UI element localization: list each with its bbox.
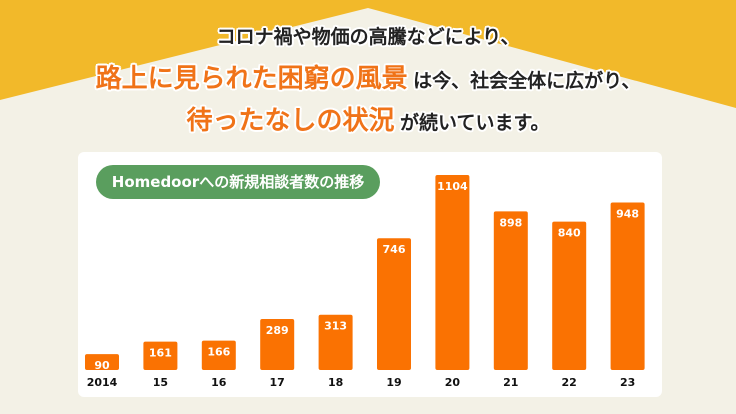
data-label: 840 <box>558 227 581 240</box>
data-label: 166 <box>207 346 230 359</box>
data-label: 161 <box>149 347 172 360</box>
x-tick-label: 23 <box>620 376 635 389</box>
x-tick-label: 20 <box>445 376 461 389</box>
headline-text-2: は今、社会全体に広がり、 <box>413 70 641 92</box>
bar-23 <box>610 202 645 370</box>
bar-22 <box>552 221 587 370</box>
headline-emphasis-2: 待ったなしの状況 <box>186 106 395 136</box>
x-tick-label: 19 <box>386 376 401 389</box>
data-label: 313 <box>324 320 347 333</box>
headline-line-2: 路上に見られた困窮の風景 は今、社会全体に広がり、 <box>0 58 736 95</box>
chart-title: Homedoorへの新規相談者数の推移 <box>96 165 380 199</box>
data-label: 746 <box>383 243 406 256</box>
data-label: 289 <box>266 324 289 337</box>
data-label: 90 <box>94 359 110 372</box>
data-label: 898 <box>499 216 522 229</box>
headline-emphasis-1: 路上に見られた困窮の風景 <box>95 64 408 94</box>
headline-line-3: 待ったなしの状況 が続いています。 <box>0 100 736 137</box>
bar-18 <box>318 314 353 370</box>
x-tick-label: 22 <box>562 376 577 389</box>
x-tick-label: 18 <box>328 376 343 389</box>
headline-line-1: コロナ禍や物価の高騰などにより、 <box>216 26 520 48</box>
bar-17 <box>260 318 295 370</box>
bar-21 <box>493 211 528 370</box>
headline-text-3: が続いています。 <box>400 112 550 134</box>
bar-2014 <box>85 354 119 370</box>
x-tick-label: 15 <box>153 376 168 389</box>
x-tick-label: 16 <box>211 376 227 389</box>
bar-19 <box>377 238 411 370</box>
data-label: 948 <box>616 208 639 221</box>
x-tick-label: 21 <box>503 376 518 389</box>
x-tick-label: 17 <box>270 376 285 389</box>
data-label: 1104 <box>437 180 468 193</box>
bar-20 <box>435 175 470 370</box>
x-tick-label: 2014 <box>87 376 118 389</box>
bar-16 <box>201 340 236 370</box>
bar-15 <box>143 341 178 370</box>
